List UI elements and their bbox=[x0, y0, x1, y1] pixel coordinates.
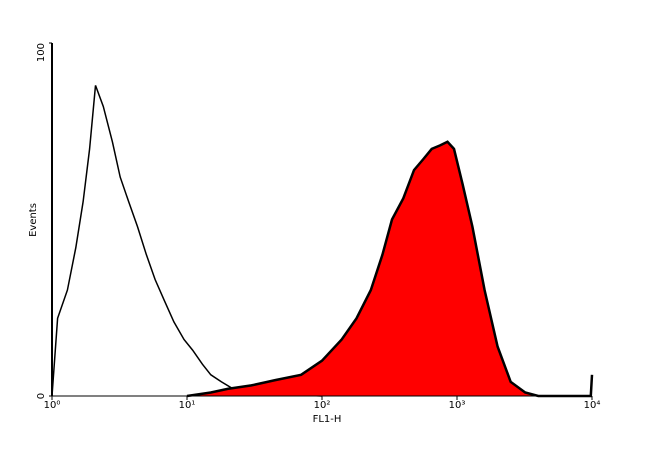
x-tick-label: 10⁰ bbox=[44, 400, 61, 411]
x-tick-label: 10² bbox=[314, 400, 331, 411]
area-outline bbox=[186, 140, 594, 398]
line bbox=[51, 85, 323, 397]
y-tick-label: 100 bbox=[36, 43, 47, 62]
x-tick-label: 10⁴ bbox=[584, 400, 601, 411]
x-tick-label: 10³ bbox=[449, 400, 466, 411]
y-axis-label: Events bbox=[28, 203, 39, 237]
x-tick-label: 10¹ bbox=[179, 400, 196, 411]
area bbox=[187, 141, 592, 396]
x-axis-label: FL1-H bbox=[313, 414, 342, 425]
y-tick-label: 0 bbox=[36, 393, 47, 399]
